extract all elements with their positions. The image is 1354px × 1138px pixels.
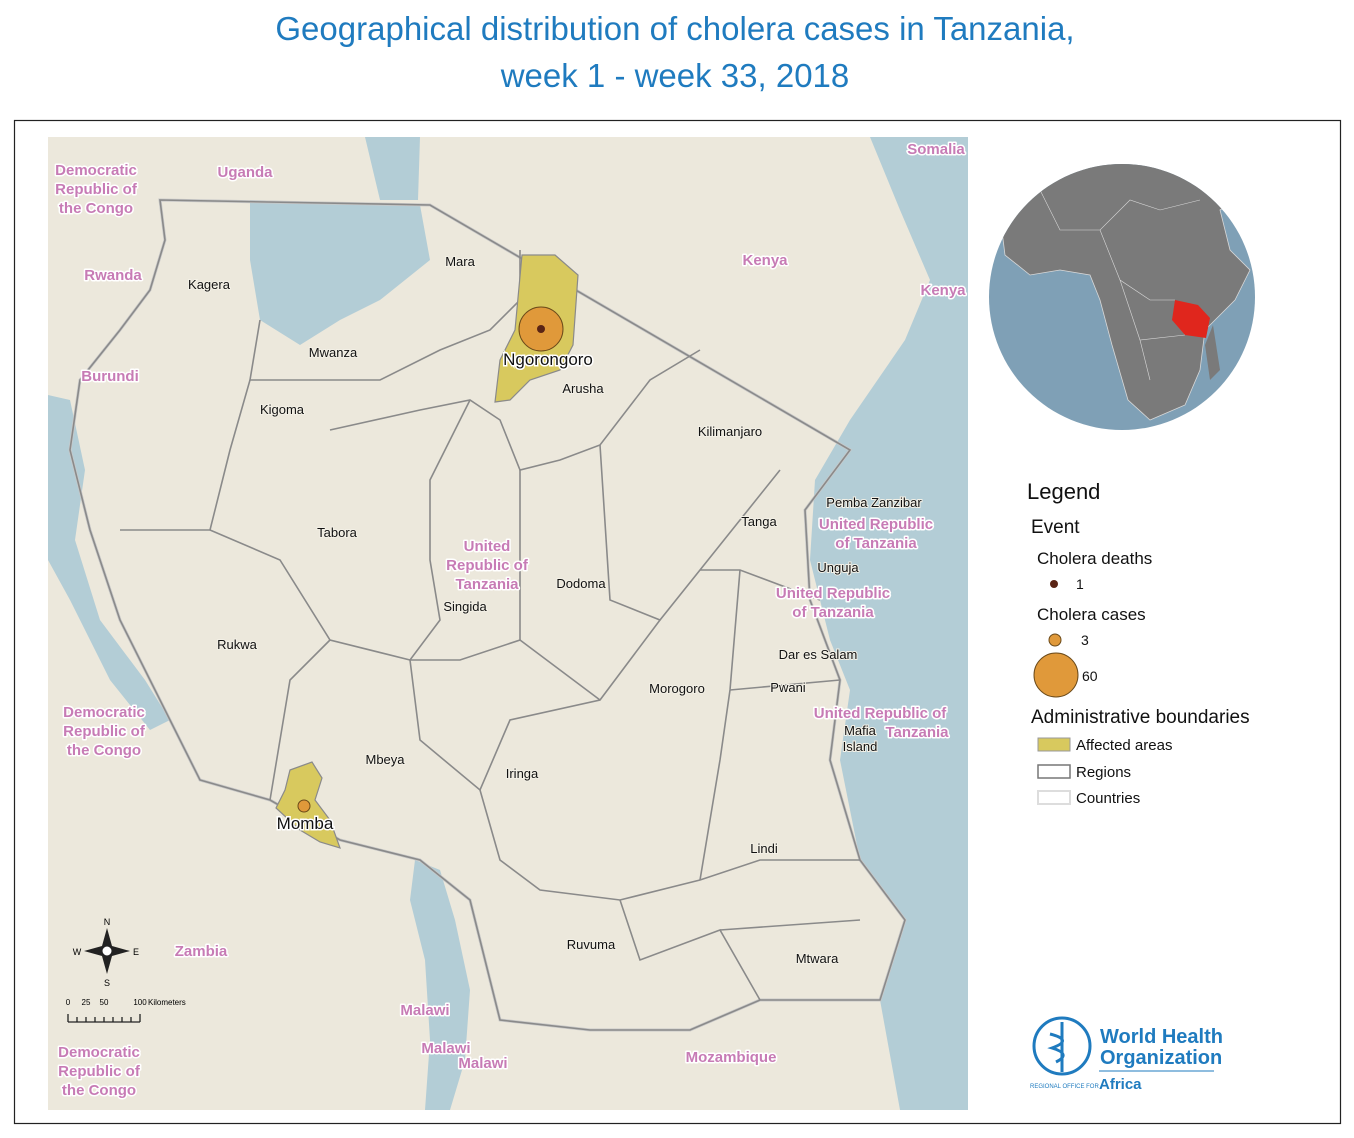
- legend-item: Countries: [1076, 790, 1140, 807]
- scale-tick-label: 0: [66, 998, 71, 1007]
- country-label: Kenya: [742, 252, 788, 269]
- basemap: Democratic Republic of the Congo Uganda Soma…: [48, 137, 968, 1110]
- legend-heading: Administrative boundaries: [1031, 707, 1250, 728]
- region-label: Mafia: [844, 723, 877, 738]
- country-label: the Congo: [62, 1082, 136, 1099]
- region-label: Tabora: [317, 525, 358, 540]
- scale-tick-label: 100: [133, 998, 147, 1007]
- region-label: Mara: [445, 254, 475, 269]
- country-label: United Republic: [776, 585, 890, 602]
- country-label: Democratic: [55, 162, 137, 179]
- country-label: Malawi: [400, 1002, 449, 1019]
- region-label: Pemba Zanzibar: [826, 495, 922, 510]
- country-label: Democratic: [58, 1044, 140, 1061]
- country-label: United Republic of: [814, 705, 948, 722]
- country-label: the Congo: [59, 200, 133, 217]
- region-label: Lindi: [750, 841, 778, 856]
- legend-heading: Cholera deaths: [1037, 549, 1152, 568]
- compass-label: N: [104, 917, 111, 927]
- legend-item: 1: [1076, 576, 1084, 592]
- region-label: Rukwa: [217, 637, 258, 652]
- logo-region: Africa: [1099, 1076, 1142, 1093]
- region-label: Unguja: [817, 560, 859, 575]
- country-label: Republic of: [58, 1063, 141, 1080]
- country-label: Somalia: [907, 141, 965, 158]
- region-label: Kigoma: [260, 402, 305, 417]
- country-label: Republic of: [446, 557, 529, 574]
- deaths-symbol: [537, 325, 545, 333]
- legend-item: Affected areas: [1076, 737, 1172, 754]
- region-label: Dar es Salam: [779, 647, 858, 662]
- region-label: Arusha: [562, 381, 604, 396]
- country-label: Uganda: [217, 164, 273, 181]
- country-label: Kenya: [920, 282, 966, 299]
- legend-heading: Cholera cases: [1037, 605, 1146, 624]
- country-label: Republic of: [55, 181, 138, 198]
- country-label: Malawi: [421, 1040, 470, 1057]
- compass: [84, 928, 130, 974]
- country-label: United Republic: [819, 516, 933, 533]
- scale-unit: Kilometers: [148, 998, 186, 1007]
- legend: [1033, 580, 1079, 805]
- cases-symbol: [297, 799, 311, 813]
- affected-label: Momba: [277, 814, 334, 833]
- region-label: Ruvuma: [567, 937, 616, 952]
- legend-item: Regions: [1076, 764, 1131, 781]
- region-label: Tanga: [741, 514, 777, 529]
- region-label: Iringa: [506, 766, 539, 781]
- country-label: Democratic: [63, 704, 145, 721]
- country-label: the Congo: [67, 742, 141, 759]
- compass-label: S: [104, 978, 110, 988]
- logo-name: Organization: [1100, 1047, 1222, 1069]
- title: Geographical distribution of cholera cas…: [275, 10, 1074, 47]
- who-logo: [1032, 1016, 1214, 1076]
- region-label: Kagera: [188, 277, 231, 292]
- country-label: Republic of: [63, 723, 146, 740]
- legend-item: 3: [1081, 632, 1089, 648]
- region-label: Mwanza: [309, 345, 358, 360]
- country-label: of Tanzania: [835, 535, 917, 552]
- region-label: Island: [843, 739, 878, 754]
- title: week 1 - week 33, 2018: [500, 57, 850, 94]
- country-label: Malawi: [458, 1055, 507, 1072]
- country-label: Tanzania: [885, 724, 949, 741]
- legend-item: 60: [1082, 668, 1098, 684]
- compass-label: W: [73, 947, 82, 957]
- scale-tick-label: 25: [82, 998, 91, 1007]
- country-label: Mozambique: [686, 1049, 777, 1066]
- affected-label: Ngorongoro: [503, 350, 593, 369]
- globe: [989, 164, 1255, 430]
- country-label: Burundi: [81, 368, 139, 385]
- region-label: Pwani: [770, 680, 806, 695]
- logo-office: REGIONAL OFFICE FOR: [1030, 1084, 1099, 1090]
- scale-bar: [67, 1014, 141, 1023]
- region-label: Dodoma: [556, 576, 606, 591]
- legend-title: Legend: [1027, 479, 1100, 504]
- country-label: Tanzania: [455, 576, 519, 593]
- country-label: of Tanzania: [792, 604, 874, 621]
- country-label: United: [464, 538, 511, 555]
- region-label: Singida: [443, 599, 487, 614]
- region-label: Mbeya: [365, 752, 405, 767]
- scale-tick-label: 50: [100, 998, 109, 1007]
- legend-heading: Event: [1031, 517, 1080, 538]
- country-label: Rwanda: [84, 267, 142, 284]
- compass-label: E: [133, 947, 139, 957]
- logo-name: World Health: [1100, 1026, 1223, 1048]
- region-label: Kilimanjaro: [698, 424, 762, 439]
- frame: [13, 119, 1342, 1125]
- region-label: Mtwara: [796, 951, 839, 966]
- country-label: Zambia: [175, 943, 228, 960]
- region-label: Morogoro: [649, 681, 705, 696]
